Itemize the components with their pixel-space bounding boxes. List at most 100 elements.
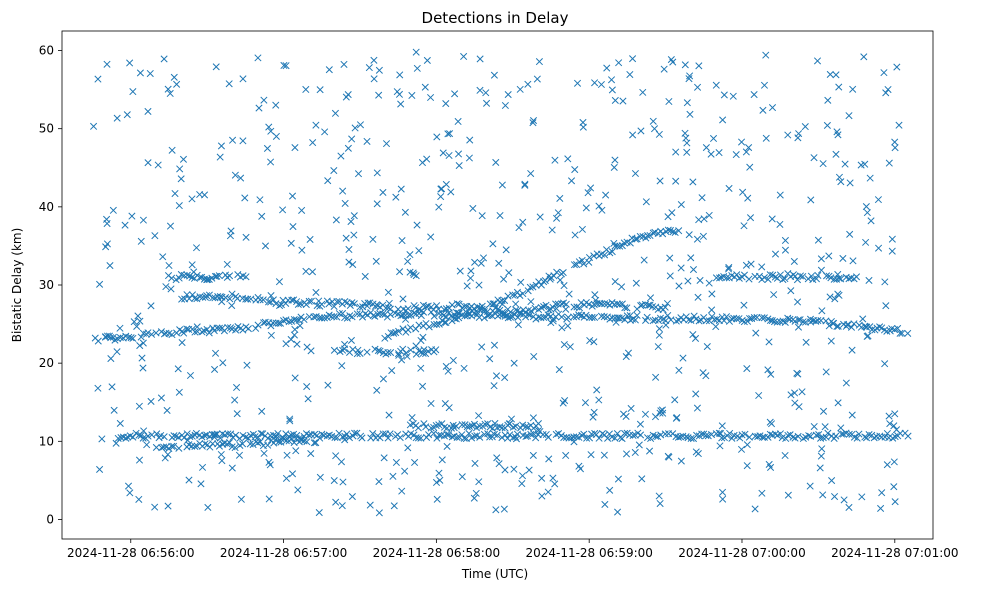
data-point — [293, 340, 301, 348]
data-point — [286, 415, 294, 423]
data-point — [386, 430, 394, 438]
data-point — [337, 458, 346, 466]
data-point — [344, 91, 352, 99]
data-point — [537, 303, 545, 312]
data-point — [180, 434, 188, 442]
data-point — [801, 123, 809, 131]
data-point — [744, 194, 752, 202]
data-point — [159, 253, 167, 261]
data-point — [420, 346, 428, 354]
data-point — [129, 88, 137, 96]
data-point — [492, 506, 500, 514]
data-point — [882, 89, 890, 97]
data-point — [205, 329, 213, 337]
data-point — [433, 495, 441, 503]
data-point — [768, 316, 776, 325]
data-point — [745, 275, 753, 283]
data-point — [126, 59, 134, 67]
data-point — [307, 297, 315, 305]
data-point — [669, 228, 677, 236]
data-point — [771, 250, 780, 258]
data-point — [348, 313, 356, 321]
data-point — [673, 413, 681, 422]
x-tick-label: 2024-11-28 07:00:00 — [678, 546, 805, 560]
data-point — [666, 254, 674, 262]
data-point — [835, 291, 843, 299]
data-point — [806, 315, 815, 323]
data-point — [732, 315, 741, 323]
data-point — [215, 324, 224, 332]
data-point — [641, 410, 649, 418]
data-point — [129, 334, 137, 342]
data-point — [781, 236, 789, 245]
data-point — [649, 431, 657, 439]
data-point — [432, 421, 440, 430]
data-point — [815, 431, 823, 439]
data-point — [444, 367, 452, 375]
data-point — [356, 349, 364, 357]
data-point — [188, 261, 196, 269]
data-point — [521, 309, 529, 317]
data-point — [498, 181, 506, 189]
data-point — [374, 346, 382, 355]
data-point — [139, 364, 147, 372]
data-point — [417, 307, 426, 315]
data-point — [694, 450, 702, 458]
data-point — [237, 174, 245, 182]
data-point — [698, 194, 706, 202]
data-point — [109, 206, 117, 214]
data-point — [137, 237, 145, 245]
data-point — [489, 300, 497, 308]
data-point — [787, 391, 795, 399]
data-point — [587, 184, 595, 192]
data-point — [512, 422, 520, 430]
data-point — [656, 499, 664, 508]
data-point — [863, 209, 871, 217]
data-point — [282, 316, 290, 324]
data-point — [540, 313, 548, 321]
data-point — [560, 340, 568, 349]
data-point — [806, 432, 815, 440]
data-point — [478, 212, 486, 220]
y-tick-label: 20 — [39, 356, 54, 370]
data-point — [814, 271, 822, 279]
data-point — [655, 492, 663, 500]
data-point — [206, 443, 214, 451]
data-point — [339, 478, 347, 486]
data-point — [124, 482, 133, 490]
data-point — [272, 132, 280, 140]
data-point — [380, 454, 388, 462]
data-point — [825, 322, 833, 330]
data-point — [762, 134, 770, 142]
data-point — [223, 260, 231, 268]
data-point — [139, 434, 147, 442]
data-point — [381, 334, 389, 342]
data-point — [267, 331, 275, 339]
data-point — [796, 272, 804, 280]
data-point — [403, 352, 411, 360]
data-point — [351, 429, 359, 437]
data-point — [795, 130, 803, 138]
data-point — [695, 62, 703, 70]
data-point — [303, 438, 311, 446]
data-point — [138, 354, 146, 362]
data-point — [216, 153, 224, 161]
data-point — [647, 434, 655, 443]
data-point — [101, 333, 110, 341]
data-point — [271, 436, 279, 444]
data-point — [524, 80, 532, 88]
data-point — [490, 341, 499, 349]
data-point — [496, 423, 504, 431]
data-point — [401, 208, 409, 216]
data-point — [440, 306, 448, 314]
data-point — [413, 64, 421, 72]
data-point — [316, 473, 324, 481]
data-point — [693, 235, 702, 243]
y-tick-label: 30 — [39, 278, 54, 292]
data-point — [895, 121, 903, 129]
data-point — [432, 346, 440, 354]
data-point — [723, 274, 731, 282]
data-point — [175, 444, 183, 452]
data-point — [201, 293, 210, 301]
data-point — [407, 346, 415, 354]
